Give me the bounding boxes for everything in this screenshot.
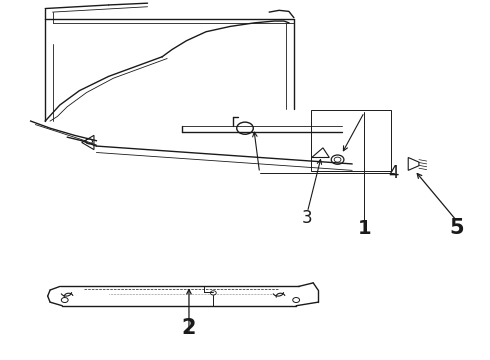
Bar bbox=[311, 111, 391, 171]
Text: 3: 3 bbox=[302, 208, 313, 226]
Text: 5: 5 bbox=[450, 218, 464, 238]
Text: 1: 1 bbox=[358, 219, 371, 238]
Text: 4: 4 bbox=[389, 164, 399, 182]
Text: 2: 2 bbox=[182, 318, 196, 338]
